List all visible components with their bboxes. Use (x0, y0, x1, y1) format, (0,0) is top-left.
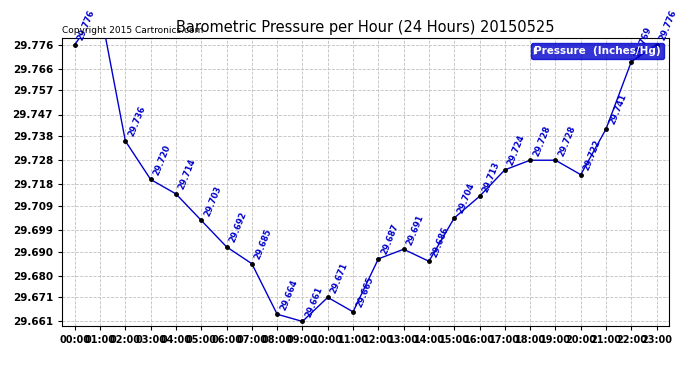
Text: 29.736: 29.736 (127, 105, 147, 138)
Text: 29.714: 29.714 (177, 158, 198, 191)
Text: 29.661: 29.661 (304, 285, 324, 319)
Text: 29.791: 29.791 (0, 374, 1, 375)
Text: 29.720: 29.720 (152, 143, 172, 177)
Text: 29.769: 29.769 (633, 26, 653, 59)
Text: 29.713: 29.713 (481, 160, 502, 194)
Text: 29.686: 29.686 (431, 225, 451, 258)
Text: 29.692: 29.692 (228, 211, 248, 244)
Text: 29.685: 29.685 (253, 228, 274, 261)
Text: 29.728: 29.728 (531, 124, 552, 158)
Text: 29.691: 29.691 (405, 213, 426, 246)
Text: Copyright 2015 Cartronics.com: Copyright 2015 Cartronics.com (62, 26, 204, 34)
Text: 29.724: 29.724 (506, 134, 526, 167)
Text: 29.664: 29.664 (279, 278, 299, 312)
Title: Barometric Pressure per Hour (24 Hours) 20150525: Barometric Pressure per Hour (24 Hours) … (177, 20, 555, 35)
Text: 29.687: 29.687 (380, 223, 400, 256)
Text: 29.741: 29.741 (607, 93, 628, 126)
Text: 29.722: 29.722 (582, 138, 602, 172)
Text: 29.671: 29.671 (329, 261, 350, 295)
Text: 29.728: 29.728 (557, 124, 578, 158)
Text: 29.665: 29.665 (355, 276, 375, 309)
Text: 29.776: 29.776 (76, 9, 97, 42)
Text: 29.704: 29.704 (455, 182, 476, 215)
Text: 29.776: 29.776 (658, 9, 678, 42)
Text: 29.703: 29.703 (203, 184, 223, 218)
Legend: Pressure  (Inches/Hg): Pressure (Inches/Hg) (531, 43, 664, 59)
